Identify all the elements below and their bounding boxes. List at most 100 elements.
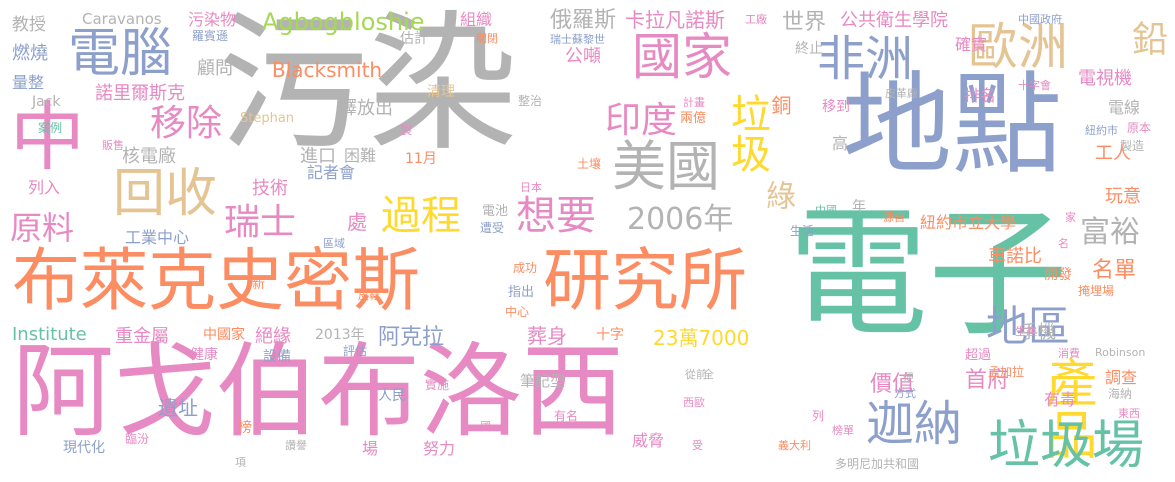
cloud-word: 從前 [685, 368, 707, 381]
cloud-word: 現代化 [63, 440, 105, 456]
cloud-word: 成功 [513, 261, 538, 275]
cloud-word: 案例 [38, 121, 63, 135]
cloud-word: 銅 [768, 95, 792, 115]
cloud-word: 2013年 [315, 327, 365, 343]
cloud-word: 重金屬 [115, 326, 169, 347]
cloud-word: 超過 [965, 348, 992, 363]
cloud-word: 原料 [10, 209, 75, 247]
cloud-word: 工人 [1095, 143, 1131, 164]
cloud-word: 羅賓遜 [192, 29, 229, 43]
cloud-word: 名 [1058, 237, 1069, 250]
cloud-word: 移到 [822, 99, 850, 115]
cloud-word: Institute [12, 324, 87, 345]
cloud-word: 工廠 [745, 13, 767, 26]
cloud-word: 阿戈伯布洛西 [12, 333, 624, 452]
cloud-word: 葬身 [527, 324, 567, 348]
cloud-word: 土壤 [577, 157, 602, 171]
cloud-word: 國 [480, 420, 491, 433]
cloud-word: 設備 [263, 349, 291, 365]
cloud-word: 卡拉凡諾斯 [625, 8, 725, 32]
cloud-word: 筆記型 [520, 372, 566, 390]
cloud-word: 西歐 [683, 396, 705, 409]
cloud-word: 方式 [894, 387, 916, 400]
cloud-word: 污染 [218, 0, 519, 172]
cloud-word: 電視機 [1078, 68, 1132, 89]
cloud-word: 開發 [1044, 267, 1072, 283]
cloud-word: 地點 [842, 61, 1062, 189]
cloud-word: 電池 [482, 204, 509, 219]
cloud-word: 估計 [400, 31, 428, 47]
cloud-word: Blacksmith [272, 58, 383, 82]
cloud-word: 中國 [815, 204, 837, 217]
cloud-word: 區域 [323, 237, 345, 250]
cloud-word: 生活 [790, 224, 815, 238]
cloud-word: 美國 [612, 135, 720, 198]
cloud-word: 榜單 [832, 424, 854, 437]
cloud-word: 污染物 [188, 10, 237, 29]
cloud-word: Jack [32, 94, 61, 110]
cloud-word: Stephan [240, 111, 295, 126]
cloud-word: 遺址 [158, 396, 198, 420]
cloud-word: 孟加拉 [988, 365, 1025, 379]
cloud-word: 玩意 [1105, 186, 1141, 207]
cloud-word: 燃燒 [12, 43, 48, 64]
cloud-word: 研究所 [543, 242, 748, 321]
cloud-word: 源自 [883, 211, 905, 224]
cloud-word: 布萊克史密斯 [12, 242, 421, 321]
cloud-word: 指出 [508, 285, 535, 300]
cloud-word: 列入 [28, 178, 61, 197]
cloud-word: 場 [362, 439, 379, 458]
cloud-word: 計畫 [683, 96, 705, 109]
cloud-word: 教授 [12, 15, 46, 35]
cloud-word: 製 [400, 123, 413, 137]
cloud-word: 遭受 [480, 221, 505, 235]
cloud-word: 臨汾 [125, 432, 150, 446]
cloud-word: 評估 [343, 344, 368, 358]
cloud-word: 困難 [344, 146, 377, 165]
cloud-word: 多明尼加共和國 [835, 457, 920, 471]
cloud-word: 有毒 [1044, 390, 1077, 409]
cloud-word: 處 [347, 210, 367, 234]
cloud-word: Agbogbloshie [262, 8, 425, 36]
cloud-word: 有名 [554, 409, 579, 423]
cloud-word: 瑞士蘇黎世 [550, 33, 605, 46]
cloud-word: 電子 [788, 193, 1069, 356]
cloud-word: 移除 [150, 103, 223, 144]
cloud-word: 想要 [516, 193, 596, 239]
cloud-word: 組織 [460, 10, 493, 29]
cloud-word: 原本 [1127, 121, 1152, 135]
cloud-word: 名單 [1092, 258, 1137, 283]
cloud-word: Caravanos [82, 10, 162, 28]
cloud-word: 製造 [1120, 139, 1145, 153]
cloud-word: 生產 [1015, 325, 1037, 338]
cloud-word: 中心 [505, 305, 530, 319]
cloud-word: 世界 [782, 10, 827, 35]
cloud-word: 關閉 [476, 32, 498, 45]
cloud-word: 記者會 [307, 163, 356, 182]
cloud-word: 阿克拉 [378, 325, 445, 350]
cloud-word: 工業中心 [125, 228, 190, 247]
cloud-word: 富裕 [1080, 215, 1140, 250]
cloud-word: 電腦 [68, 24, 173, 84]
cloud-word: 鉛 [1126, 20, 1167, 56]
cloud-word: 努力 [423, 439, 456, 458]
cloud-word: 核電廠 [122, 146, 176, 167]
cloud-word: 印度 [605, 100, 678, 141]
cloud-word: 歐洲 [968, 18, 1068, 76]
cloud-word: 11月 [405, 151, 437, 167]
cloud-word: 義大利 [778, 439, 811, 452]
cloud-word: 俄羅斯 [550, 8, 617, 33]
cloud-word: 進口 [300, 146, 336, 167]
cloud-word: 全 [703, 368, 714, 381]
cloud-word: 日本 [520, 181, 542, 194]
cloud-word: 家 [1065, 211, 1076, 224]
cloud-word: 垃圾 [724, 93, 770, 173]
cloud-word: 實施 [425, 378, 450, 392]
cloud-word: 受 [692, 439, 703, 452]
cloud-word: 排名 [964, 86, 997, 105]
cloud-word: 便 [903, 371, 914, 384]
cloud-word: 回收 [113, 164, 218, 224]
cloud-word: 地區 [986, 302, 1071, 351]
cloud-word: 中國家 [203, 327, 245, 343]
